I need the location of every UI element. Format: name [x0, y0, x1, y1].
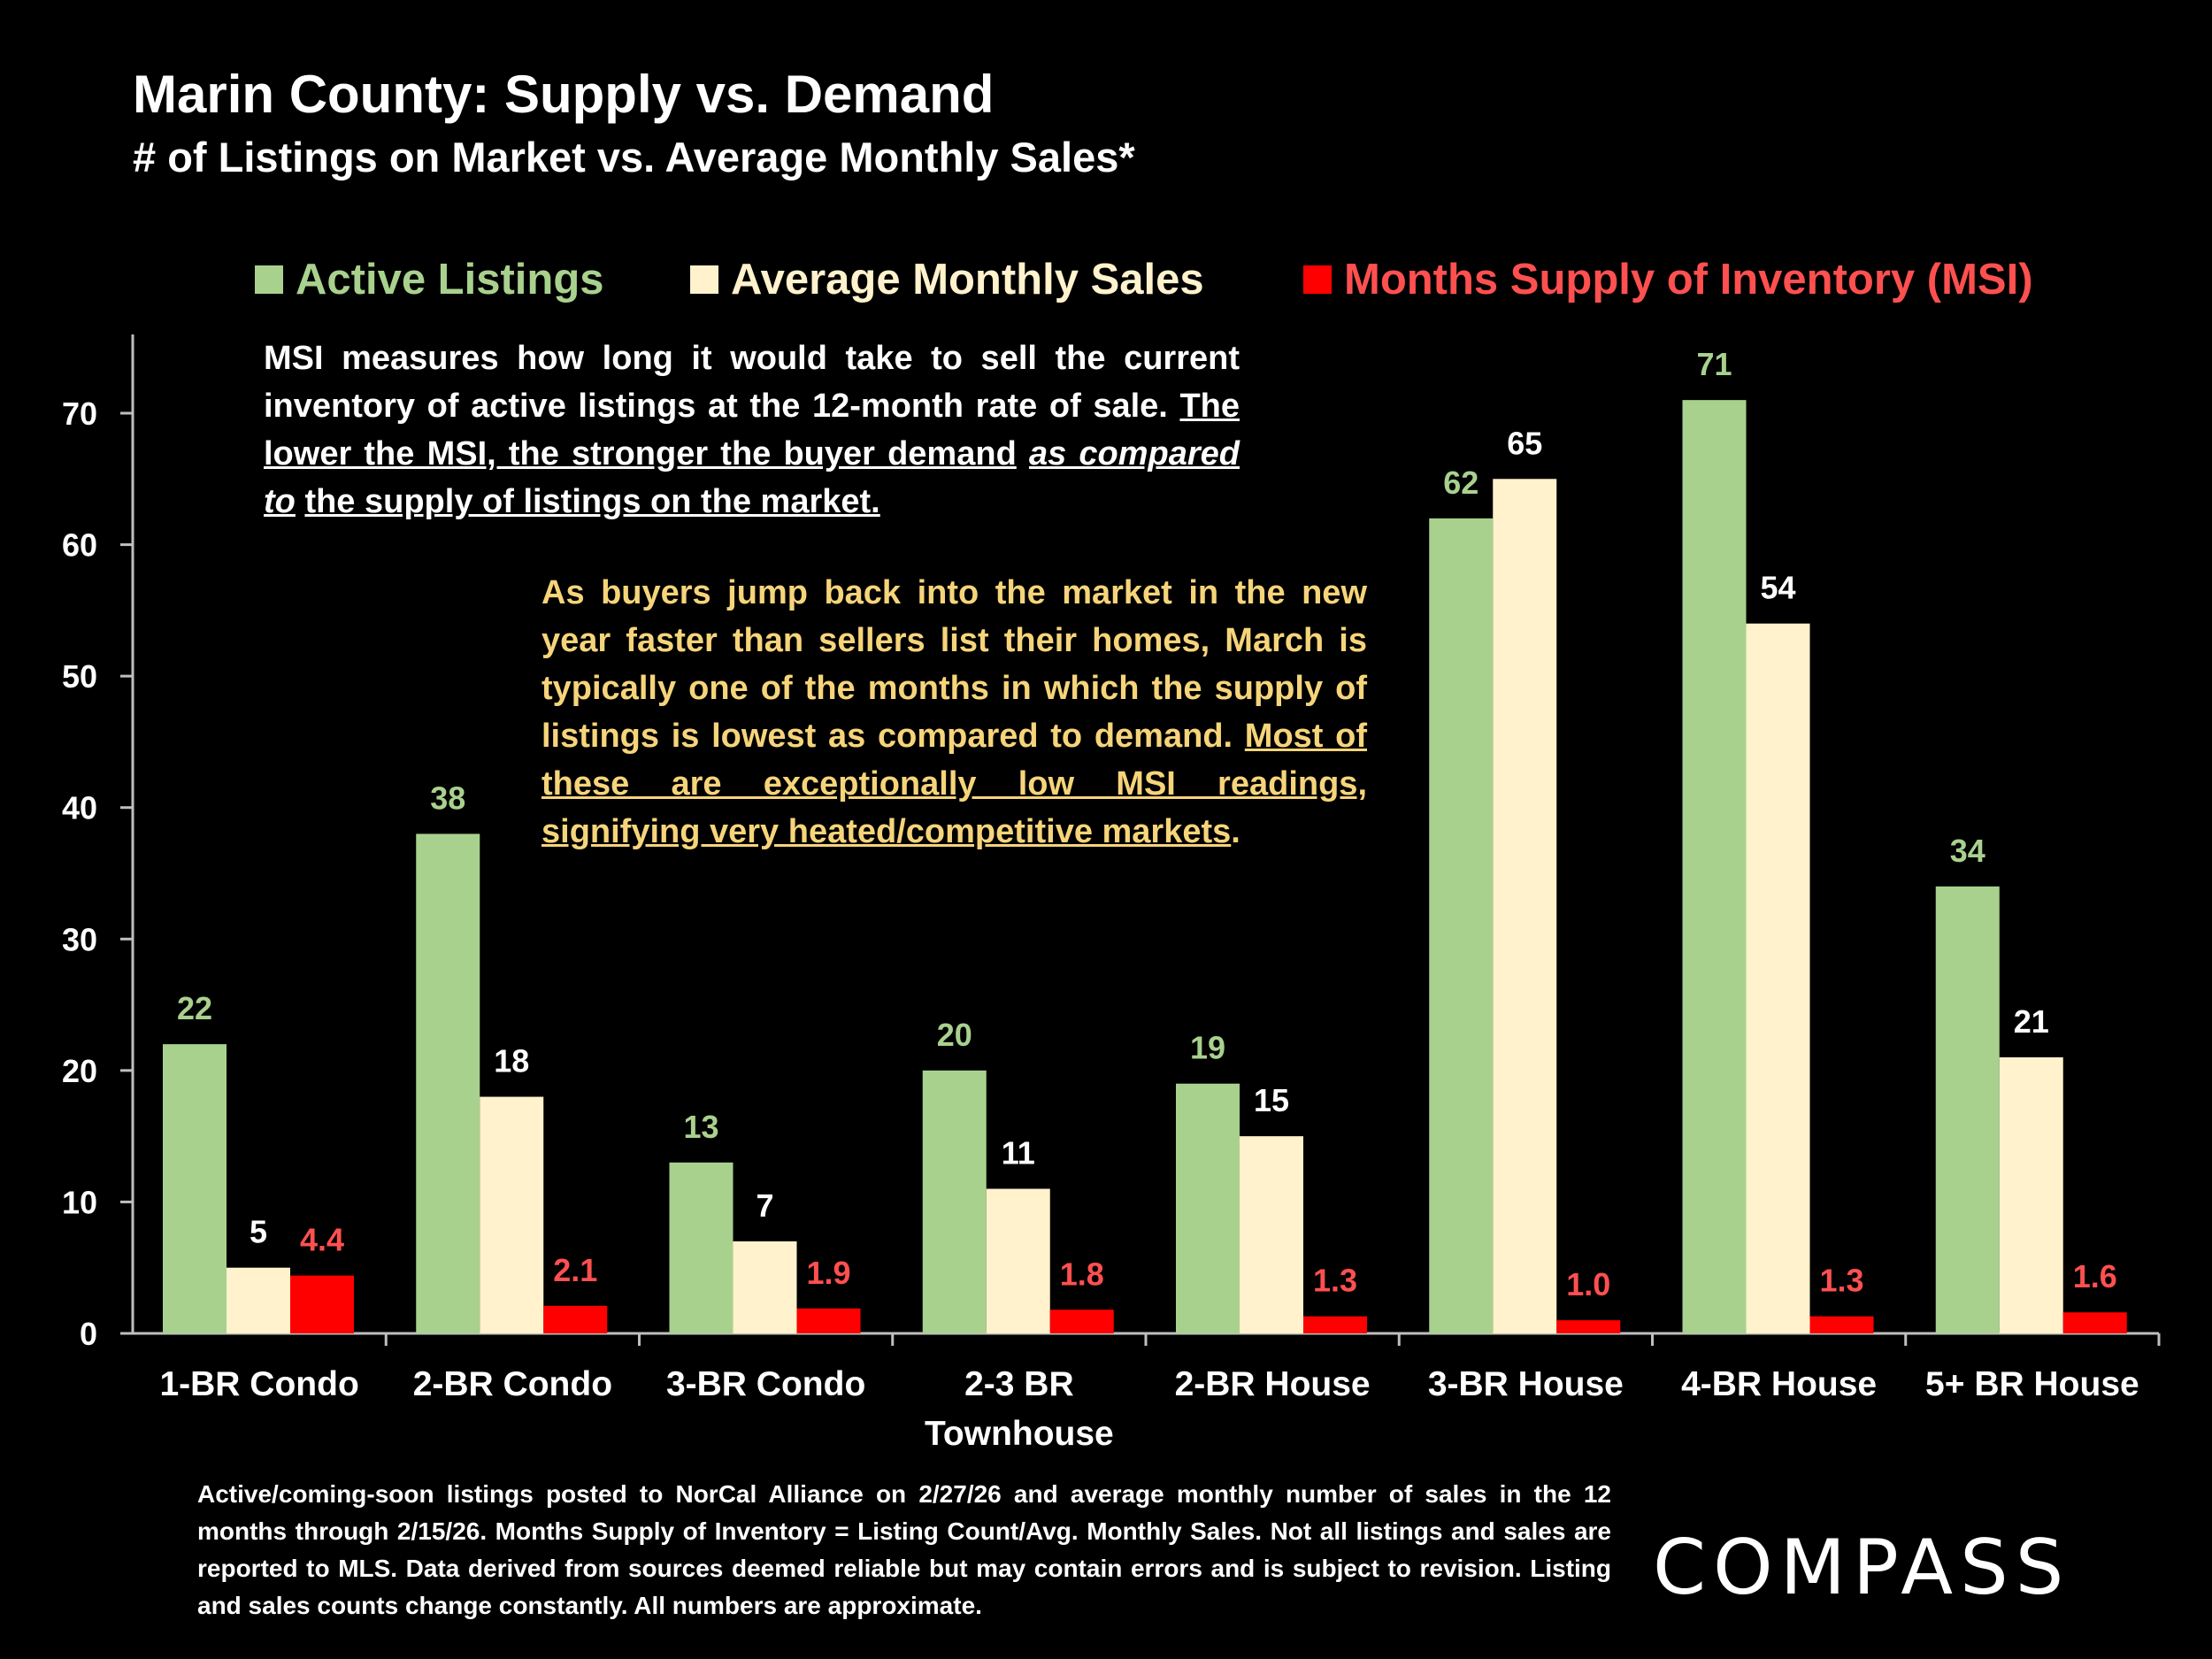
x-tick-label: 3-BR House: [1428, 1365, 1624, 1403]
x-tick-label: 2-BR Condo: [413, 1365, 612, 1403]
data-label-months-supply-of-inventory-msi-2-br-condo: 2.1: [553, 1252, 597, 1288]
legend-item-msi: Months Supply of Inventory (MSI): [1303, 255, 2033, 304]
data-label-months-supply-of-inventory-msi-2-br-house: 1.3: [1313, 1263, 1357, 1299]
y-tick-label: 40: [62, 790, 97, 826]
msi-explanation-text: MSI measures how long it would take to s…: [264, 340, 1240, 425]
legend-label-average-monthly-sales: Average Monthly Sales: [731, 256, 1204, 303]
bar-months-supply-of-inventory-msi-1-br-condo: [290, 1275, 354, 1333]
bar-average-monthly-sales-3-br-condo: [733, 1241, 797, 1333]
data-label-active-listings-2-3-br-townhouse: 20: [937, 1017, 972, 1053]
data-label-months-supply-of-inventory-msi-2-3-br-townhouse: 1.8: [1060, 1256, 1104, 1292]
data-label-active-listings-4-br-house: 71: [1696, 346, 1732, 382]
data-label-average-monthly-sales-5-br-house: 21: [2014, 1003, 2049, 1040]
msi-explanation-underlined-b: the supply of listings on the market.: [304, 483, 880, 520]
bar-active-listings-1-br-condo: [163, 1044, 227, 1333]
data-label-active-listings-5-br-house: 34: [1950, 833, 1985, 869]
y-tick-label: 0: [80, 1316, 97, 1352]
data-label-months-supply-of-inventory-msi-5-br-house: 1.6: [2073, 1258, 2117, 1294]
x-tick-label: 1-BR Condo: [159, 1365, 358, 1403]
bar-active-listings-4-br-house: [1682, 400, 1747, 1334]
bar-months-supply-of-inventory-msi-5-br-house: [2062, 1312, 2127, 1333]
market-commentary-text: As buyers jump back into the market in t…: [541, 574, 1367, 755]
bar-active-listings-2-br-condo: [416, 833, 480, 1333]
data-label-average-monthly-sales-2-br-condo: 18: [494, 1043, 529, 1079]
y-tick-label: 70: [62, 396, 97, 432]
data-label-average-monthly-sales-1-br-condo: 5: [250, 1214, 267, 1250]
bar-average-monthly-sales-2-br-condo: [480, 1096, 544, 1333]
market-commentary-underlined: Most of these are exceptionally low MSI …: [541, 718, 1368, 850]
data-label-active-listings-1-br-condo: 22: [177, 990, 212, 1026]
bar-months-supply-of-inventory-msi-2-br-condo: [543, 1305, 608, 1333]
market-commentary-end: .: [1231, 813, 1240, 850]
y-tick-label: 10: [62, 1184, 97, 1220]
data-label-active-listings-3-br-condo: 13: [683, 1109, 718, 1145]
msi-explanation-underlined-a: The lower the MSI, the stronger the buye…: [264, 388, 1240, 472]
data-label-average-monthly-sales-3-br-condo: 7: [756, 1187, 773, 1224]
legend-label-active-listings: Active Listings: [296, 256, 604, 303]
data-label-active-listings-2-br-house: 19: [1190, 1030, 1225, 1066]
footnote: Active/coming-soon listings posted to No…: [197, 1480, 1611, 1619]
data-label-months-supply-of-inventory-msi-3-br-condo: 1.9: [806, 1255, 850, 1291]
data-label-average-monthly-sales-4-br-house: 54: [1760, 570, 1795, 606]
data-label-average-monthly-sales-2-br-house: 15: [1254, 1082, 1289, 1118]
x-tick-label: 3-BR Condo: [666, 1365, 865, 1403]
data-label-active-listings-2-br-condo: 38: [430, 780, 465, 816]
bar-active-listings-5-br-house: [1935, 886, 2000, 1333]
y-tick-label: 20: [62, 1053, 97, 1089]
compass-logo: COMPASS: [1653, 1524, 2071, 1612]
bar-months-supply-of-inventory-msi-3-br-condo: [796, 1308, 861, 1333]
legend-item-active-listings: Active Listings: [255, 255, 604, 304]
bar-average-monthly-sales-1-br-condo: [227, 1267, 290, 1333]
legend-swatch-active-listings: [255, 265, 283, 294]
bar-months-supply-of-inventory-msi-4-br-house: [1809, 1316, 1874, 1333]
x-tick-label: Townhouse: [925, 1415, 1114, 1453]
x-tick-label: 4-BR House: [1681, 1365, 1877, 1403]
bar-active-listings-3-br-house: [1429, 518, 1494, 1333]
y-tick-label: 50: [62, 658, 97, 695]
msi-explanation-underlined-italic: as compared to: [264, 435, 1240, 520]
x-tick-label: 2-3 BR: [964, 1365, 1074, 1403]
bar-active-listings-3-br-condo: [669, 1162, 733, 1333]
bar-months-supply-of-inventory-msi-2-3-br-townhouse: [1049, 1310, 1114, 1333]
chart-title: Marin County: Supply vs. Demand: [133, 65, 995, 124]
bar-active-listings-2-3-br-townhouse: [922, 1070, 987, 1333]
legend-item-average-monthly-sales: Average Monthly Sales: [690, 255, 1204, 304]
data-label-average-monthly-sales-2-3-br-townhouse: 11: [1002, 1135, 1035, 1171]
bar-average-monthly-sales-5-br-house: [1999, 1057, 2063, 1333]
chart-subtitle: # of Listings on Market vs. Average Mont…: [133, 134, 1135, 180]
legend-swatch-msi: [1303, 265, 1332, 294]
bar-months-supply-of-inventory-msi-3-br-house: [1556, 1320, 1621, 1333]
msi-explanation-note: MSI measures how long it would take to s…: [264, 334, 1240, 526]
data-label-average-monthly-sales-3-br-house: 65: [1507, 425, 1542, 461]
bar-average-monthly-sales-2-3-br-townhouse: [986, 1188, 1050, 1333]
data-label-months-supply-of-inventory-msi-4-br-house: 1.3: [1819, 1263, 1863, 1299]
data-label-months-supply-of-inventory-msi-3-br-house: 1.0: [1566, 1266, 1610, 1302]
x-tick-label: 5+ BR House: [1925, 1365, 2139, 1403]
y-tick-label: 30: [62, 921, 97, 957]
bar-average-monthly-sales-4-br-house: [1746, 623, 1810, 1333]
legend-label-msi: Months Supply of Inventory (MSI): [1344, 256, 2033, 303]
bar-average-monthly-sales-3-br-house: [1493, 479, 1557, 1333]
bar-average-monthly-sales-2-br-house: [1240, 1136, 1303, 1333]
y-tick-label: 60: [62, 527, 97, 564]
data-label-active-listings-3-br-house: 62: [1443, 465, 1479, 501]
bar-months-supply-of-inventory-msi-2-br-house: [1303, 1316, 1367, 1333]
market-commentary-note: As buyers jump back into the market in t…: [541, 569, 1367, 856]
x-tick-label: 2-BR House: [1175, 1365, 1371, 1403]
data-label-months-supply-of-inventory-msi-1-br-condo: 4.4: [300, 1222, 344, 1258]
bar-active-listings-2-br-house: [1176, 1083, 1240, 1333]
legend-swatch-average-monthly-sales: [690, 265, 718, 294]
